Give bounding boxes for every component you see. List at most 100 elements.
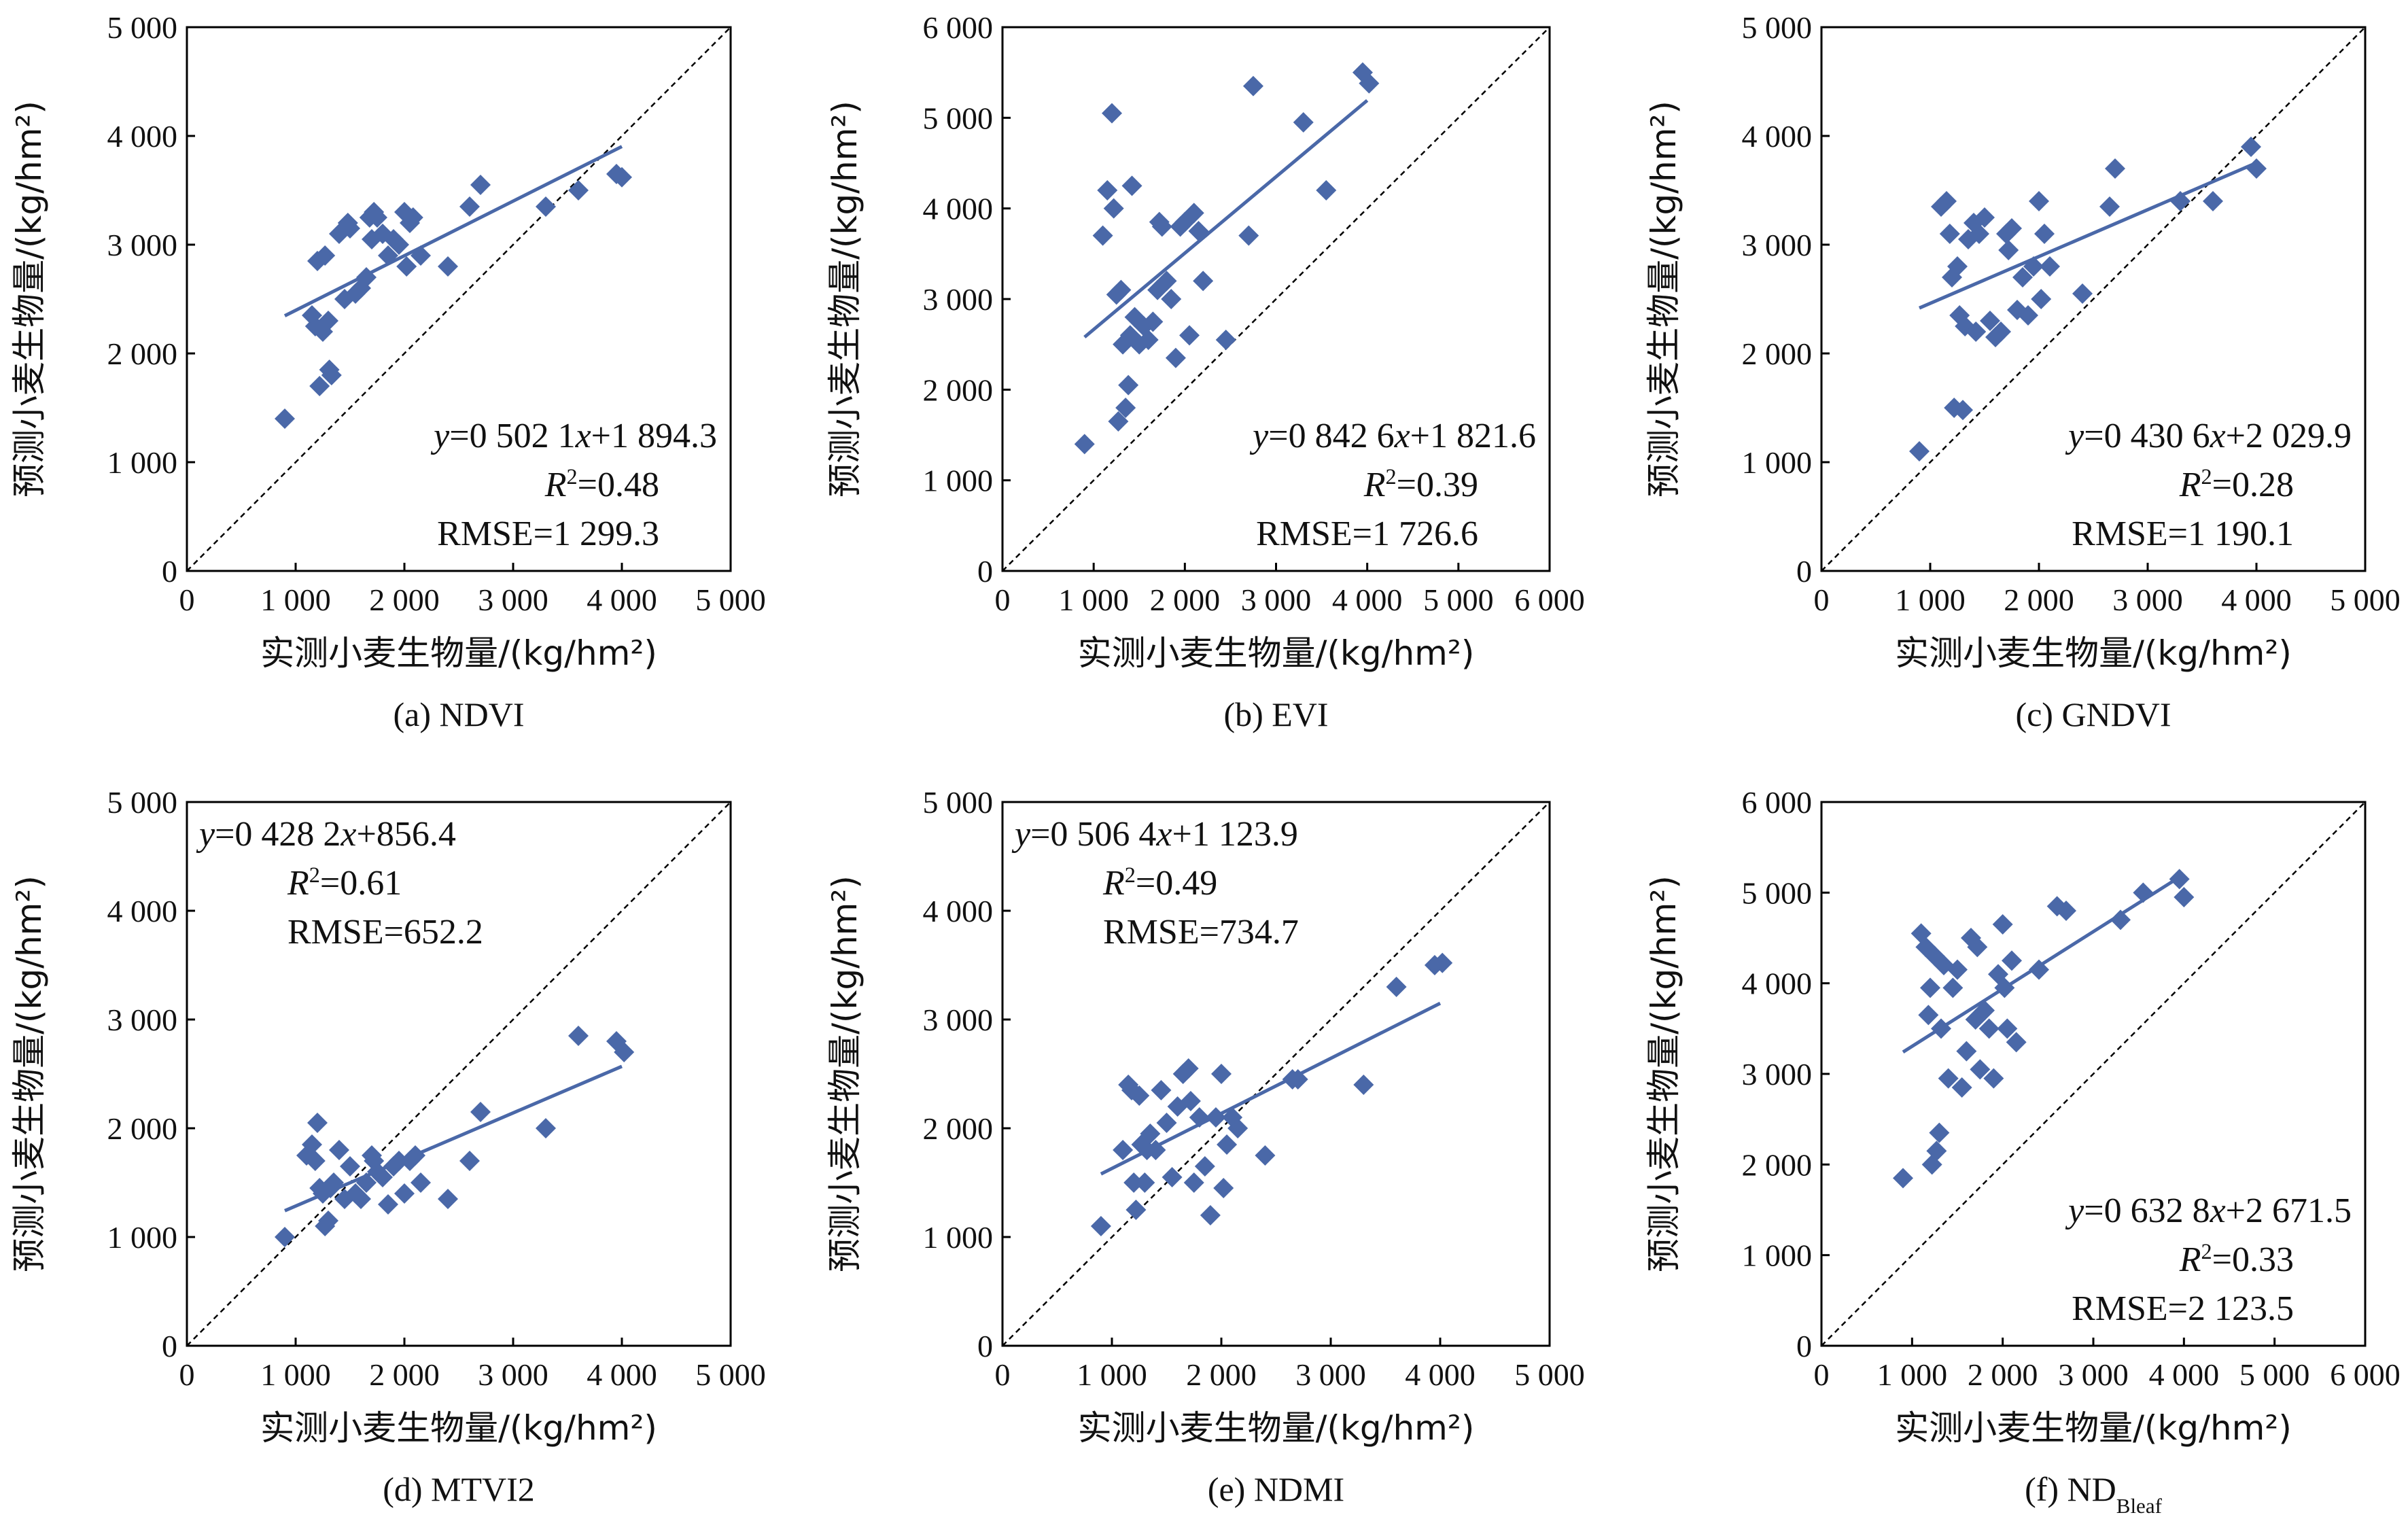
- data-point: [1180, 1091, 1201, 1111]
- x-tick-label: 1 000: [1877, 1357, 1948, 1392]
- data-point: [1966, 321, 1987, 342]
- rmse-label: RMSE=1 726.6: [1256, 515, 1478, 553]
- y-tick-label: 3 000: [1742, 228, 1813, 262]
- data-point: [1994, 977, 2015, 998]
- data-point: [1432, 952, 1453, 973]
- data-point: [459, 1151, 480, 1171]
- x-tick-label: 3 000: [2058, 1357, 2129, 1392]
- one-to-one-line: [1002, 801, 1550, 1346]
- data-point: [1287, 1069, 1308, 1090]
- data-point: [568, 180, 589, 201]
- data-point: [2006, 1032, 2027, 1053]
- x-tick-label: 1 000: [1077, 1357, 1147, 1392]
- y-tick-label: 4 000: [107, 894, 178, 928]
- data-point: [1969, 224, 1989, 244]
- data-point: [1947, 256, 1968, 277]
- x-tick-label: 0: [179, 582, 195, 617]
- data-point: [536, 1118, 556, 1138]
- data-point: [1893, 1168, 1913, 1189]
- data-point: [389, 1151, 409, 1171]
- panel-caption: (f) NDBleaf: [2025, 1470, 2162, 1515]
- y-tick-label: 5 000: [923, 785, 994, 820]
- data-point: [1997, 1018, 2018, 1039]
- data-point: [1097, 180, 1118, 201]
- data-point: [1161, 289, 1182, 309]
- data-point: [1213, 1178, 1234, 1198]
- data-point: [1936, 191, 1957, 211]
- equation-label: y=0 428 2x+856.4: [196, 815, 456, 854]
- data-point: [1140, 1124, 1161, 1144]
- data-point: [2056, 901, 2076, 921]
- data-point: [1359, 73, 1380, 94]
- plot-frame: [186, 26, 732, 572]
- panel-caption: (d) MTVI2: [383, 1470, 535, 1508]
- data-point: [1151, 216, 1172, 237]
- rmse-label: RMSE=652.2: [287, 913, 483, 952]
- one-to-one-line: [186, 801, 731, 1346]
- data-point: [2012, 267, 2033, 288]
- data-point: [1103, 198, 1124, 219]
- data-point: [1956, 1041, 1977, 1062]
- data-point: [411, 245, 431, 266]
- y-tick-label: 4 000: [1742, 119, 1813, 154]
- y-tick-label: 5 000: [923, 101, 994, 135]
- y-tick-label: 3 000: [107, 1003, 178, 1037]
- data-point: [396, 256, 417, 277]
- x-tick-label: 0: [995, 1357, 1011, 1392]
- y-tick-label: 0: [1796, 1329, 1812, 1363]
- data-point: [1947, 959, 1968, 980]
- x-tick-label: 2 000: [369, 582, 440, 617]
- data-point: [329, 1140, 349, 1160]
- data-point: [1242, 75, 1263, 97]
- data-point: [1998, 240, 2019, 260]
- data-point: [1138, 330, 1159, 350]
- data-point: [2241, 137, 2261, 157]
- data-point: [1121, 175, 1142, 196]
- x-tick-label: 0: [1814, 1357, 1830, 1392]
- data-point: [1920, 977, 1940, 998]
- x-tick-label: 5 000: [2330, 582, 2401, 617]
- y-tick-label: 1 000: [107, 445, 178, 480]
- r2-label: R2=0.61: [287, 863, 402, 903]
- x-tick-label: 3 000: [2112, 582, 2183, 617]
- equation-label: y=0 632 8x+2 671.5: [2065, 1191, 2352, 1230]
- data-point: [1179, 325, 1200, 346]
- y-tick-label: 6 000: [923, 10, 994, 45]
- x-tick-label: 5 000: [695, 1357, 766, 1392]
- data-point: [2034, 224, 2055, 244]
- data-point: [568, 1026, 589, 1046]
- data-point: [1980, 311, 2000, 331]
- data-point: [1931, 1018, 1951, 1039]
- data-point: [302, 1134, 322, 1155]
- data-point: [1953, 400, 1973, 421]
- data-point: [1929, 1122, 1950, 1143]
- data-point: [1092, 225, 1113, 246]
- y-tick-label: 1 000: [1742, 445, 1813, 480]
- y-tick-label: 2 000: [1742, 1147, 1813, 1182]
- x-tick-label: 2 000: [1186, 1357, 1257, 1392]
- data-point: [340, 218, 360, 239]
- panel-caption: (c) GNDVI: [2015, 695, 2171, 733]
- x-tick-label: 3 000: [1295, 1357, 1366, 1392]
- y-tick-label: 4 000: [107, 119, 178, 154]
- data-point: [309, 376, 330, 396]
- data-point: [1238, 225, 1259, 246]
- data-point: [1970, 1059, 1991, 1080]
- data-point: [2133, 882, 2154, 903]
- data-point: [614, 1042, 635, 1062]
- y-tick-label: 1 000: [107, 1220, 178, 1255]
- data-point: [1126, 1200, 1147, 1220]
- data-point: [340, 1156, 360, 1177]
- fit-line: [1902, 873, 2185, 1053]
- data-point: [2105, 158, 2125, 179]
- data-point: [411, 1172, 431, 1193]
- data-point: [304, 1151, 326, 1171]
- x-tick-label: 5 000: [2239, 1357, 2310, 1392]
- data-point: [275, 408, 295, 429]
- data-point: [1918, 1005, 1939, 1026]
- chart-f: 0 1 000 2 000 3 000 4 000 5 000 6 000 0 1 000 2 0…: [1644, 785, 2401, 1515]
- x-tick-label: 1 000: [260, 582, 331, 617]
- data-point: [1108, 411, 1129, 432]
- data-point: [2170, 191, 2191, 211]
- data-point: [2002, 950, 2022, 971]
